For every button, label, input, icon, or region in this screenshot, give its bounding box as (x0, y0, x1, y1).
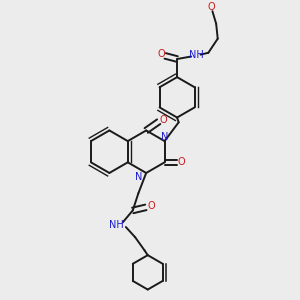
Text: O: O (178, 157, 186, 167)
Text: N: N (161, 132, 168, 142)
Text: O: O (207, 2, 215, 12)
Text: O: O (159, 116, 167, 125)
Text: NH: NH (189, 50, 204, 60)
Text: O: O (147, 201, 155, 211)
Text: O: O (157, 49, 165, 59)
Text: N: N (135, 172, 142, 182)
Text: NH: NH (109, 220, 124, 230)
